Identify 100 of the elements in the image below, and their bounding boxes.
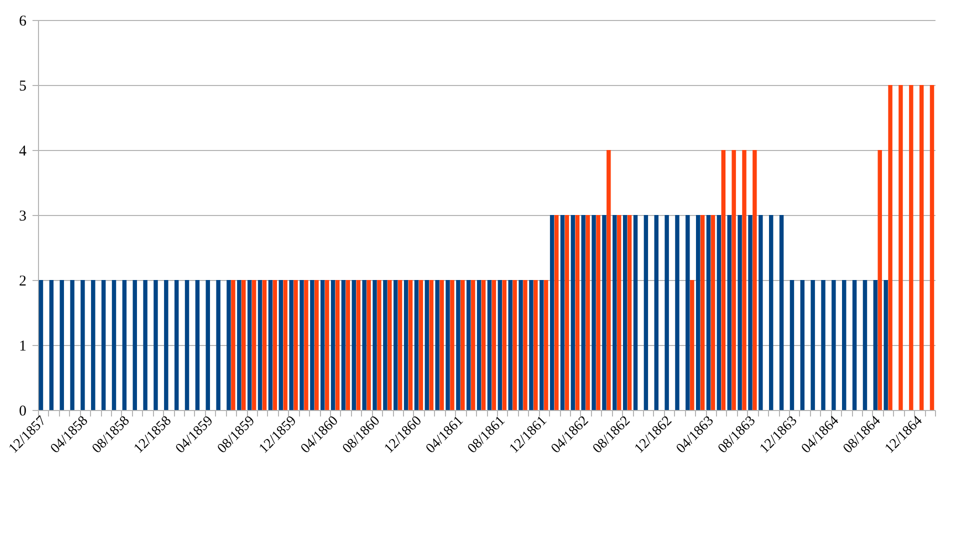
bar (564, 215, 570, 410)
bar (460, 280, 465, 410)
bar (408, 280, 413, 410)
bar (738, 215, 742, 410)
bar (644, 215, 648, 410)
bar (878, 150, 882, 410)
bar (721, 150, 726, 410)
bar (356, 280, 360, 410)
bar (101, 280, 106, 410)
bar (268, 280, 273, 410)
bar (575, 215, 580, 410)
bar (512, 280, 517, 410)
bar (606, 150, 611, 410)
bar (324, 280, 330, 410)
bar (779, 215, 784, 410)
bar (752, 150, 757, 410)
bar (294, 280, 298, 410)
bar (320, 280, 325, 410)
bar (283, 280, 288, 410)
bar (60, 280, 64, 410)
bar (602, 215, 606, 410)
bar (341, 280, 346, 410)
bar (919, 85, 924, 410)
bar (304, 280, 308, 410)
bar (654, 215, 658, 410)
bar (49, 280, 54, 410)
bar (686, 215, 690, 410)
bar (540, 280, 544, 410)
bar (758, 215, 763, 410)
bar (581, 215, 586, 410)
bar (627, 215, 632, 410)
bar (112, 280, 116, 410)
bar (143, 280, 148, 410)
bar (398, 280, 402, 410)
bar (534, 280, 538, 410)
bar (231, 280, 236, 410)
bar (898, 85, 903, 410)
bar (690, 280, 694, 410)
bar (414, 280, 419, 410)
bar (832, 280, 836, 410)
y-tick-label: 5 (19, 78, 26, 94)
bar (206, 280, 210, 410)
bar (330, 280, 336, 410)
bar (481, 280, 486, 410)
y-tick-label: 6 (19, 14, 27, 30)
bar (70, 280, 74, 410)
bar (492, 280, 496, 410)
bar (450, 280, 454, 410)
bar (388, 280, 392, 410)
bar (252, 280, 256, 410)
bar (383, 280, 388, 410)
bar (696, 215, 700, 410)
bar (362, 280, 366, 410)
bar (518, 280, 523, 410)
bar (852, 280, 857, 410)
bar (404, 280, 408, 410)
bar (247, 280, 252, 410)
bar (242, 280, 246, 410)
bar (418, 280, 424, 410)
bar (821, 280, 826, 410)
bar (184, 280, 190, 410)
bar (366, 280, 371, 410)
bar (122, 280, 127, 410)
bar (742, 150, 746, 410)
y-tick-label: 3 (19, 208, 26, 224)
bar (300, 280, 304, 410)
bar (748, 215, 752, 410)
bar (394, 280, 398, 410)
bar (440, 280, 444, 410)
y-tick-label: 1 (19, 338, 26, 354)
bar (633, 215, 638, 410)
bar (873, 280, 878, 410)
bar (769, 215, 774, 410)
bar (800, 280, 805, 410)
bar (523, 280, 528, 410)
bar (352, 280, 356, 410)
bar (237, 280, 242, 410)
bar (586, 215, 590, 410)
bar (278, 280, 283, 410)
bar (195, 280, 200, 410)
bar (372, 280, 377, 410)
bar (596, 215, 600, 410)
bar (335, 280, 340, 410)
bar (554, 215, 559, 410)
bar (560, 215, 565, 410)
bar (470, 280, 476, 410)
bar (550, 215, 554, 410)
bar (810, 280, 815, 410)
bar (675, 215, 680, 410)
bar (476, 280, 482, 410)
bar (272, 280, 278, 410)
bar (884, 280, 888, 410)
bar (258, 280, 262, 410)
bar (592, 215, 596, 410)
bar (424, 280, 430, 410)
bar (435, 280, 440, 410)
bar (314, 280, 319, 410)
bar (622, 215, 628, 410)
bar (716, 215, 722, 410)
bar (226, 280, 231, 410)
